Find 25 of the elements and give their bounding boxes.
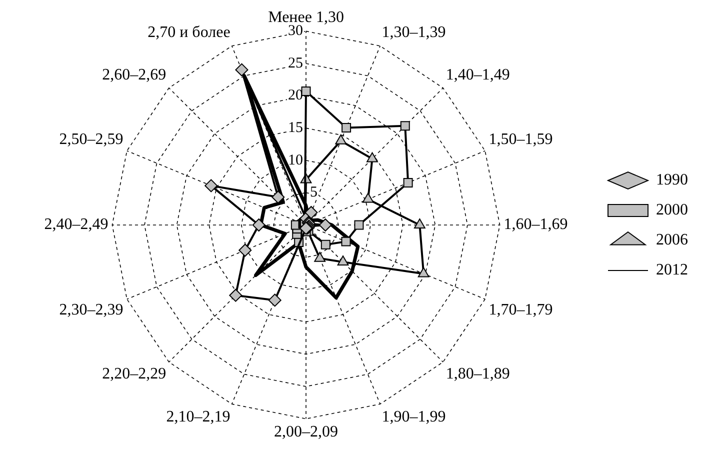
y-tick-label: 5 [310, 184, 318, 201]
spoke-label: 1,90–1,99 [382, 408, 446, 426]
spoke-label: 2,30–2,39 [59, 302, 124, 318]
spoke-label: 2,00–2,09 [274, 424, 338, 441]
spoke-label: 2,40–2,49 [44, 216, 108, 234]
spoke-label: 1,80–1,89 [446, 366, 510, 383]
spoke-label: 2,20–2,29 [102, 366, 166, 383]
spoke-label: 1,40–1,49 [446, 66, 510, 84]
legend-label: 2000 [656, 202, 688, 219]
spoke-label: 1,70–1,79 [488, 302, 553, 318]
y-tick-label: 30 [288, 23, 303, 40]
spoke-label: 1,30–1,39 [382, 24, 446, 41]
spoke-label: 2,60–2,69 [102, 66, 166, 84]
spoke-label: 2,10–2,19 [166, 408, 230, 426]
spoke-label: 1,60–1,69 [504, 216, 568, 234]
y-tick-label: 25 [288, 55, 303, 72]
legend-label: 2006 [656, 232, 688, 249]
spoke-label: 2,50–2,59 [59, 130, 124, 148]
y-tick-label: 10 [288, 152, 303, 168]
y-tick-label: 15 [288, 120, 303, 136]
spoke-label: Менее 1,30 [268, 8, 344, 26]
spoke-label: 1,50–1,59 [488, 130, 553, 148]
spoke-label: 2,70 и более [148, 24, 230, 41]
legend-label: 2012 [656, 262, 688, 279]
legend-label: 1990 [656, 172, 688, 189]
